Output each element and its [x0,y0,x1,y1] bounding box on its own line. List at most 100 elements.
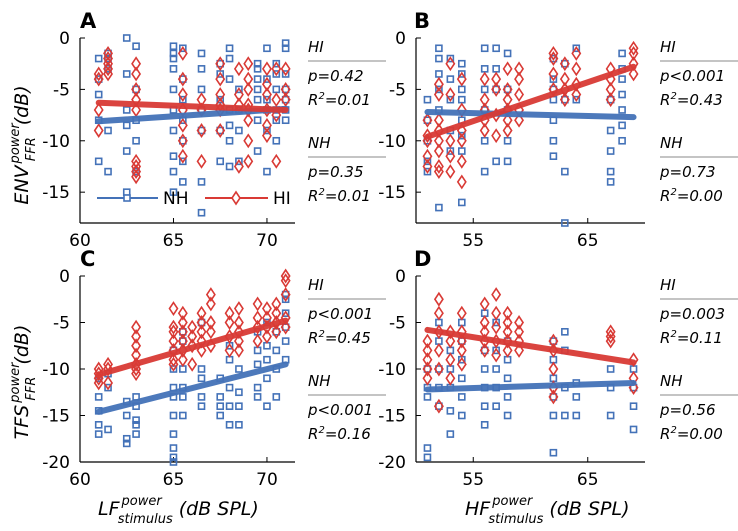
hi-point [168,319,179,335]
y-tick-label-D: -10 [378,360,406,380]
hi-point [502,61,513,77]
nh-point [132,430,140,438]
hi-point [103,45,114,61]
nh-point [618,106,626,114]
hi-point [205,287,216,303]
hi-point [168,342,179,358]
nh-point [216,126,225,135]
hi-point [215,87,226,102]
hi-point [271,324,282,340]
nh-point [169,188,178,196]
hi-point [280,287,291,303]
nh-point [263,374,271,383]
hi-point [261,87,272,102]
panel-A-letter: A [80,9,97,33]
nh-point [253,383,262,392]
plot-A: 0 -5 -10 -15 60 65 70 HI p=0.42 R2=0.01 NH p=0.35 R2… [42,29,386,251]
nh-point [618,49,626,58]
hi-point [422,361,433,377]
hi-point [233,342,244,358]
nh-point [281,70,290,78]
hi-point [479,342,490,358]
hi-point [196,315,207,330]
fit-line-nh-C [95,361,289,415]
nh-point [169,85,178,94]
hi-point [131,159,142,174]
hi-point [559,92,570,108]
nh-point [197,402,206,411]
y-tick-label-B: 0 [395,29,406,49]
nh-point [253,85,262,94]
hi-point [456,174,467,190]
hi-point [502,333,513,349]
nh-point [503,136,512,145]
stats-group-label: HI [308,276,324,294]
nh-point [618,136,626,145]
nh-point [561,327,569,336]
nh-point [561,219,569,227]
stats-p-value: p=0.42 [307,67,364,85]
nh-point [446,407,455,415]
nh-point [423,393,432,401]
nh-point [253,59,262,68]
y-title-row1-main: ENV [11,163,33,204]
hi-point [456,133,467,149]
nh-point [122,434,131,443]
nh-point [235,420,243,429]
nh-point [104,383,112,392]
x-title-col2-sup: power [491,494,534,509]
x-title-col2-unit: (dB SPL) [549,498,629,520]
stats-hi-D: HI p=0.003 R2=0.11 [659,276,738,347]
hi-point [491,287,502,303]
hi-point [261,128,272,144]
nh-point [423,444,432,452]
hi-point [445,324,456,340]
hi-point [502,315,513,330]
hi-point [233,301,244,316]
nh-point [446,430,455,438]
y-tick-label-C: -15 [42,407,70,427]
nh-point [272,346,281,355]
hi-point [514,324,525,340]
stats-nh-A: NH p=0.35 R2=0.01 [307,134,386,205]
hi-point [168,324,179,340]
nh-point [169,65,178,73]
hi-point [168,301,179,316]
nh-point [480,402,489,411]
hi-point [502,92,513,108]
hi-point [559,56,570,72]
x-title-col1-sub: stimulus [118,512,173,527]
nh-point [446,54,455,63]
nh-point [197,85,206,94]
nh-point [132,136,140,145]
y-tick-label-A: -5 [53,80,70,100]
hi-point [433,164,444,180]
nh-point [225,162,234,171]
hi-point [177,324,188,340]
nh-point [606,411,615,420]
x-tick-label-A: 70 [256,231,278,251]
nh-point [179,411,187,420]
x-title-col1-unit: (dB SPL) [179,498,259,520]
hi-point [177,117,188,133]
nh-point [263,355,271,364]
hi-point [628,66,639,82]
stats-r2-value: R2=0.45 [308,329,371,347]
hi-point [205,296,216,312]
nh-point [457,59,466,68]
hi-point [502,342,513,358]
legend: NH HI [97,189,291,209]
y-tick-label-C: -5 [53,314,70,334]
hi-point [224,342,235,358]
nh-point [561,411,569,420]
hi-point [177,45,188,61]
svg-text:TFSpowerFFR(dB): TFSpowerFFR (dB) [8,325,39,440]
hi-point [433,143,444,159]
legend-nh-marker [123,194,131,202]
nh-point [272,85,281,94]
nh-point [281,309,290,318]
nh-point [179,44,187,53]
nh-point [169,453,178,462]
nh-point [457,411,466,420]
